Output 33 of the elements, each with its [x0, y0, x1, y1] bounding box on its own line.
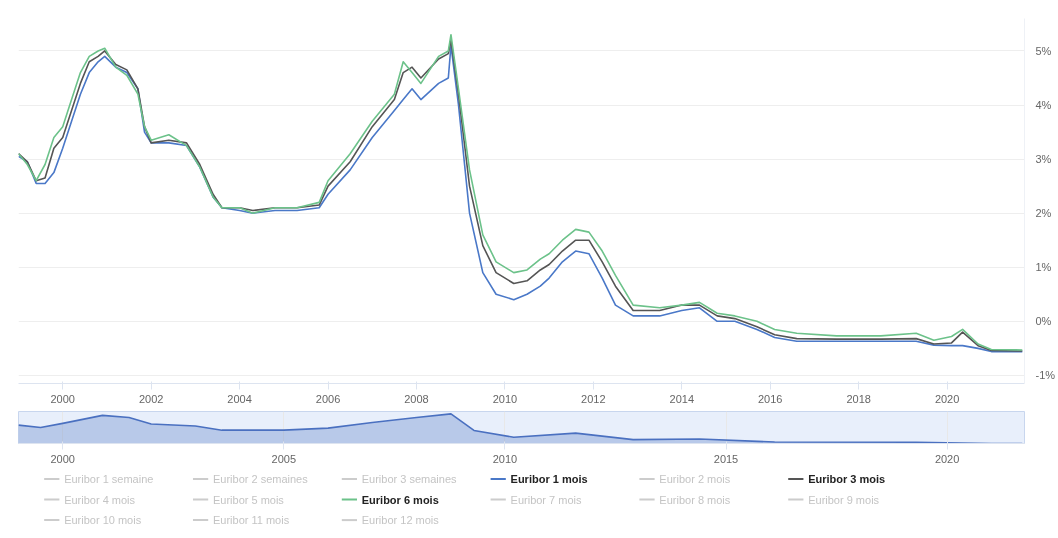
x-tick-label: 2010 [492, 452, 518, 465]
x-tick-label: 2018 [846, 392, 871, 405]
legend-label: Euribor 7 mois [510, 493, 582, 506]
legend-label: Euribor 11 mois [212, 514, 290, 527]
x-tick-label: 2010 [492, 392, 518, 405]
y-tick-label: 0% [1035, 315, 1052, 328]
x-tick-label: 2015 [713, 452, 739, 465]
x-tick-label: 2020 [934, 392, 960, 405]
x-tick-label: 2014 [669, 392, 695, 405]
y-tick-label: -1% [1035, 369, 1056, 382]
x-tick-label: 2004 [227, 392, 252, 405]
y-tick-label: 5% [1035, 44, 1052, 57]
y-tick-label: 4% [1035, 99, 1052, 112]
x-tick-label: 2020 [934, 452, 960, 465]
x-tick-label: 2006 [315, 392, 341, 405]
legend-label: Euribor 1 mois [510, 472, 588, 485]
y-tick-label: 2% [1035, 207, 1052, 220]
x-tick-label: 2000 [50, 392, 75, 405]
x-tick-label: 2008 [404, 392, 429, 405]
x-tick-label: 2012 [581, 392, 606, 405]
legend-label: Euribor 3 semaines [361, 472, 458, 485]
legend-label: Euribor 4 mois [64, 493, 136, 506]
x-tick-label: 2002 [138, 392, 164, 405]
legend-label: Euribor 6 mois [361, 493, 439, 506]
legend-label: Euribor 8 mois [659, 493, 731, 506]
x-tick-label: 2005 [271, 452, 297, 465]
x-tick-label: 2016 [758, 392, 783, 405]
x-tick-label: 2000 [50, 452, 75, 465]
legend-label: Euribor 12 mois [361, 514, 440, 527]
legend-label: Euribor 2 semaines [212, 472, 309, 485]
legend-label: Euribor 3 mois [808, 472, 886, 485]
y-tick-label: 3% [1035, 153, 1052, 166]
y-tick-label: 1% [1035, 261, 1052, 274]
